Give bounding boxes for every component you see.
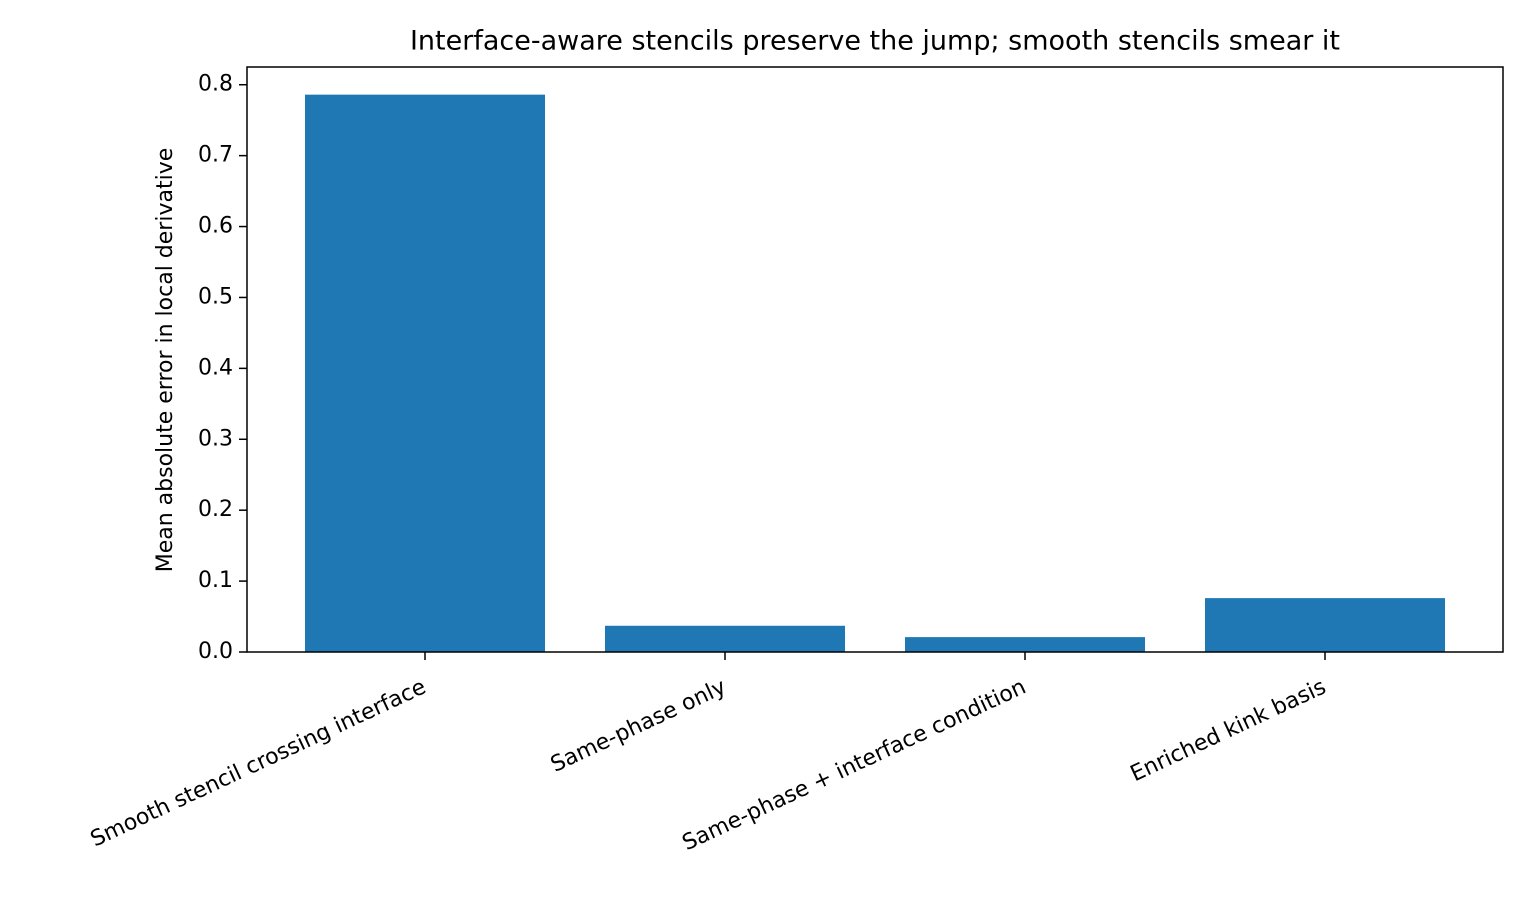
x-tick-label: Enriched kink basis (1127, 675, 1330, 787)
y-tick-label: 0.1 (198, 568, 233, 593)
chart-title: Interface-aware stencils preserve the ju… (410, 26, 1340, 57)
y-tick-label: 0.3 (198, 426, 233, 451)
x-tick-label: Same-phase + interface condition (679, 675, 1030, 857)
y-tick-label: 0.6 (198, 214, 233, 239)
y-tick-label: 0.2 (198, 497, 233, 522)
y-tick-label: 0.8 (198, 72, 233, 97)
bar (305, 94, 545, 653)
plot-frame (246, 66, 1504, 653)
y-tick-label: 0.5 (198, 284, 233, 309)
bar (905, 637, 1145, 652)
y-tick-label: 0.7 (198, 143, 233, 168)
x-tick-label: Smooth stencil crossing interface (87, 675, 430, 853)
y-axis-label: Mean absolute error in local derivative (153, 148, 178, 573)
bar (605, 625, 845, 652)
y-tick-label: 0.4 (198, 355, 233, 380)
y-tick-label: 0.0 (198, 639, 233, 664)
bar (1205, 598, 1445, 652)
x-tick-label: Same-phase only (547, 675, 730, 778)
